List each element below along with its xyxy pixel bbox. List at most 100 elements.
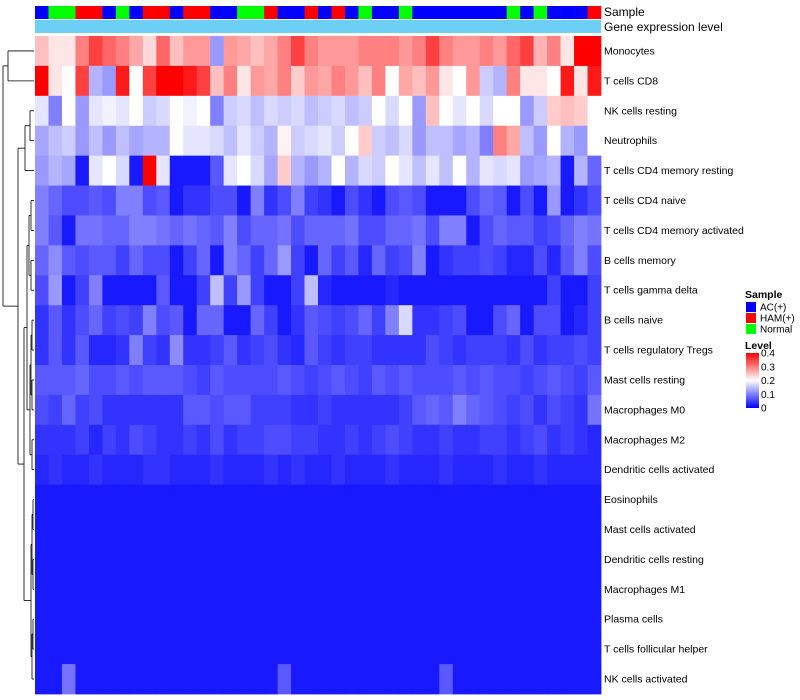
heatmap-cell bbox=[291, 394, 305, 426]
gene-expression-annotation-bar bbox=[35, 20, 601, 33]
heatmap-cell bbox=[142, 65, 157, 97]
heatmap-cell bbox=[452, 664, 467, 695]
heatmap-cell bbox=[35, 335, 49, 366]
heatmap-cell bbox=[304, 394, 319, 426]
heatmap-cell bbox=[142, 335, 157, 366]
heatmap-cell bbox=[277, 125, 292, 157]
heatmap-cell bbox=[547, 185, 561, 216]
heatmap-cell bbox=[587, 604, 602, 635]
heatmap-cell bbox=[506, 394, 521, 426]
heatmap-cell bbox=[493, 454, 508, 486]
heatmap-cell bbox=[560, 185, 575, 216]
heatmap-cell bbox=[291, 245, 305, 276]
heatmap-cell bbox=[493, 634, 508, 665]
heatmap-cell bbox=[223, 484, 238, 515]
heatmap-cell bbox=[574, 155, 588, 186]
heatmap-cell bbox=[156, 574, 171, 605]
heatmap-cell bbox=[371, 424, 386, 456]
heatmap-cell bbox=[358, 544, 373, 575]
heatmap-cell bbox=[237, 65, 252, 97]
heatmap-cell bbox=[412, 664, 427, 695]
heatmap-cell bbox=[318, 634, 332, 665]
heatmap-cell bbox=[439, 365, 454, 396]
heatmap-cell bbox=[35, 36, 49, 67]
heatmap-cell bbox=[371, 335, 386, 366]
heatmap-cell bbox=[61, 604, 76, 635]
heatmap-cell bbox=[35, 604, 49, 635]
row-labels: Monocytes T cells CD8 NK cells resting Neut… bbox=[604, 45, 744, 685]
heatmap-cell bbox=[277, 454, 292, 486]
heatmap-cell bbox=[169, 125, 184, 157]
heatmap-cell bbox=[102, 664, 117, 695]
heatmap-cell bbox=[520, 365, 535, 396]
heatmap-cell bbox=[506, 574, 521, 605]
heatmap-cell bbox=[371, 185, 386, 216]
heatmap-cell bbox=[183, 275, 198, 306]
heatmap-cell bbox=[574, 365, 588, 396]
heatmap-cell bbox=[493, 365, 508, 396]
heatmap-cell bbox=[237, 95, 252, 127]
heatmap-cell bbox=[466, 664, 481, 695]
sample-annotation-cell bbox=[371, 6, 386, 19]
heatmap-cell bbox=[560, 394, 575, 426]
heatmap-cell bbox=[371, 454, 386, 486]
heatmap-cell bbox=[574, 245, 588, 276]
heatmap-cell bbox=[264, 185, 278, 216]
heatmap-cell bbox=[183, 394, 198, 426]
heatmap-cell bbox=[115, 634, 130, 665]
heatmap-cell bbox=[439, 634, 454, 665]
heatmap-cell bbox=[547, 394, 561, 426]
heatmap-cell bbox=[88, 394, 103, 426]
heatmap-cell bbox=[479, 335, 494, 366]
heatmap-cell bbox=[156, 544, 171, 575]
heatmap-cell bbox=[533, 634, 548, 665]
heatmap-cell bbox=[304, 604, 319, 635]
heatmap-cell bbox=[412, 514, 427, 545]
heatmap-cell bbox=[385, 36, 400, 67]
heatmap-cell bbox=[210, 275, 225, 306]
heatmap-cell bbox=[237, 454, 252, 486]
heatmap-cell bbox=[574, 394, 588, 426]
heatmap-cell bbox=[115, 215, 130, 246]
heatmap-cell bbox=[237, 604, 252, 635]
heatmap-cell bbox=[560, 125, 575, 157]
heatmap-cell bbox=[439, 185, 454, 216]
heatmap-cell bbox=[439, 454, 454, 486]
heatmap-cell bbox=[318, 424, 332, 456]
legend-swatch bbox=[746, 324, 756, 334]
heatmap-cell bbox=[506, 275, 521, 306]
sample-annotation-bar bbox=[35, 6, 602, 19]
heatmap-cell bbox=[210, 574, 225, 605]
heatmap-cell bbox=[129, 424, 144, 456]
heatmap-cell bbox=[574, 454, 588, 486]
heatmap-cell bbox=[547, 574, 561, 605]
row-label: NK cells resting bbox=[604, 105, 677, 117]
sample-annotation-cell bbox=[412, 6, 427, 19]
heatmap-cell bbox=[48, 484, 63, 515]
heatmap-cell bbox=[398, 185, 413, 216]
heatmap-cell bbox=[479, 604, 494, 635]
heatmap-cell bbox=[48, 424, 63, 456]
heatmap-cell bbox=[547, 335, 561, 366]
heatmap-cell bbox=[183, 185, 198, 216]
heatmap-cell bbox=[48, 335, 63, 366]
row-label: B cells memory bbox=[604, 255, 677, 267]
heatmap-cell bbox=[223, 604, 238, 635]
heatmap-cell bbox=[452, 95, 467, 127]
heatmap-cell bbox=[196, 125, 211, 157]
heatmap-cell bbox=[169, 65, 184, 97]
heatmap-cell bbox=[398, 36, 413, 67]
heatmap-cell bbox=[371, 95, 386, 127]
heatmap-cell bbox=[35, 305, 49, 336]
heatmap-cell bbox=[358, 245, 373, 276]
heatmap-cell bbox=[533, 394, 548, 426]
heatmap-cell bbox=[547, 65, 561, 97]
heatmap-cell bbox=[318, 65, 332, 97]
heatmap-cell bbox=[61, 365, 76, 396]
heatmap-cell bbox=[264, 155, 278, 186]
heatmap-cell bbox=[142, 514, 157, 545]
heatmap-cell bbox=[35, 484, 49, 515]
heatmap-cell bbox=[35, 65, 49, 97]
sample-annotation-cell bbox=[277, 6, 292, 19]
row-label: Mast cells resting bbox=[604, 374, 685, 386]
